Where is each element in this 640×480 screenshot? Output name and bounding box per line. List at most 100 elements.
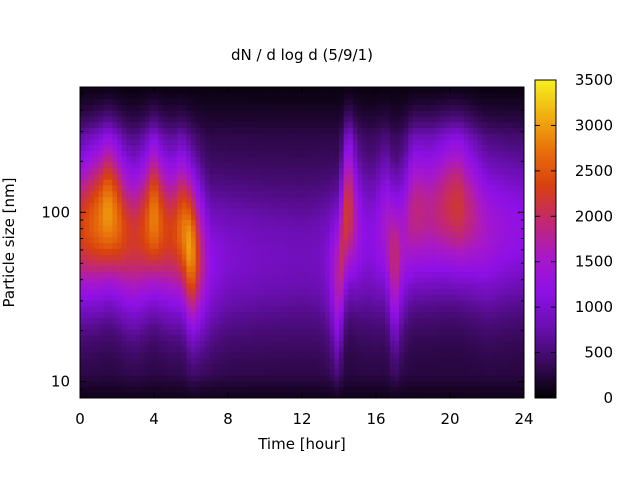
heatmap-cell xyxy=(436,184,442,192)
heatmap-cell xyxy=(348,254,354,261)
heatmap-cell xyxy=(241,133,248,140)
heatmap-cell xyxy=(403,87,409,94)
heatmap-cell xyxy=(218,202,224,209)
heatmap-cell xyxy=(283,369,289,376)
heatmap-cell xyxy=(195,317,201,324)
heatmap-cell xyxy=(200,161,206,169)
heatmap-cell xyxy=(255,207,261,215)
heatmap-cell xyxy=(440,346,446,353)
heatmap-cell xyxy=(163,254,169,261)
heatmap-cell xyxy=(473,190,479,198)
heatmap-cell xyxy=(274,190,280,198)
heatmap-cell xyxy=(121,323,127,330)
heatmap-cell xyxy=(126,323,132,330)
heatmap-cell xyxy=(450,87,456,94)
heatmap-cell xyxy=(288,110,294,117)
heatmap-cell xyxy=(103,334,109,342)
heatmap-cell xyxy=(251,196,257,203)
heatmap-cell xyxy=(167,357,174,365)
heatmap-cell xyxy=(278,242,285,249)
heatmap-cell xyxy=(357,219,363,226)
heatmap-cell xyxy=(306,115,312,123)
heatmap-cell xyxy=(426,357,433,365)
heatmap-cell xyxy=(292,254,298,261)
heatmap-cell xyxy=(413,98,419,105)
heatmap-cell xyxy=(232,104,238,111)
heatmap-cell xyxy=(121,294,127,301)
heatmap-cell xyxy=(440,173,446,180)
heatmap-cell xyxy=(468,311,474,318)
heatmap-cell xyxy=(241,115,248,123)
heatmap-cell xyxy=(302,121,308,128)
heatmap-cell xyxy=(376,92,382,100)
heatmap-cell xyxy=(426,196,433,203)
heatmap-cell xyxy=(107,346,113,353)
heatmap-cell xyxy=(394,386,400,393)
heatmap-cell xyxy=(228,248,234,255)
heatmap-cell xyxy=(459,115,465,123)
heatmap-cell xyxy=(117,374,123,382)
heatmap-cell xyxy=(144,167,150,174)
heatmap-cell xyxy=(135,386,141,393)
heatmap-cell xyxy=(251,144,257,151)
heatmap-cell xyxy=(302,92,308,100)
heatmap-cell xyxy=(269,328,275,336)
heatmap-cell xyxy=(311,127,317,134)
heatmap-cell xyxy=(426,300,433,307)
heatmap-cell xyxy=(80,133,86,140)
heatmap-cell xyxy=(98,207,104,215)
heatmap-cell xyxy=(241,334,248,342)
heatmap-cell xyxy=(140,190,146,198)
heatmap-cell xyxy=(278,138,285,146)
heatmap-cell xyxy=(376,173,382,180)
heatmap-cell xyxy=(204,115,211,123)
heatmap-cell xyxy=(135,161,141,169)
heatmap-cell xyxy=(98,196,104,203)
heatmap-cell xyxy=(255,351,261,359)
heatmap-cell xyxy=(186,300,192,307)
heatmap-cell xyxy=(491,98,497,105)
heatmap-cell xyxy=(487,294,493,301)
heatmap-cell xyxy=(135,374,141,382)
heatmap-cell xyxy=(89,121,95,128)
heatmap-cell xyxy=(237,357,243,365)
heatmap-cell xyxy=(251,225,257,232)
heatmap-cell xyxy=(223,288,229,295)
heatmap-cell xyxy=(459,127,465,134)
heatmap-cell xyxy=(204,392,211,398)
heatmap-cell xyxy=(154,380,160,388)
heatmap-cell xyxy=(107,190,113,198)
heatmap-cell xyxy=(380,156,386,163)
heatmap-cell xyxy=(325,121,331,128)
heatmap-cell xyxy=(172,363,178,370)
heatmap-cell xyxy=(440,277,446,284)
heatmap-cell xyxy=(491,161,497,169)
heatmap-cell xyxy=(297,346,303,353)
heatmap-cell xyxy=(487,392,493,398)
heatmap-cell xyxy=(167,236,174,244)
heatmap-cell xyxy=(107,115,113,123)
heatmap-cell xyxy=(315,328,322,336)
heatmap-cell xyxy=(121,311,127,318)
heatmap-cell xyxy=(320,196,326,203)
heatmap-cell xyxy=(103,110,109,117)
heatmap-cell xyxy=(214,207,220,215)
heatmap-cell xyxy=(135,219,141,226)
heatmap-cell xyxy=(121,87,127,94)
heatmap-cell xyxy=(195,190,201,198)
heatmap-cell xyxy=(260,133,266,140)
heatmap-cell xyxy=(89,288,95,295)
heatmap-cell xyxy=(98,179,104,186)
heatmap-cell xyxy=(107,294,113,301)
heatmap-cell xyxy=(154,87,160,94)
heatmap-cell xyxy=(107,92,113,100)
heatmap-cell xyxy=(436,230,442,238)
heatmap-cell xyxy=(228,282,234,290)
heatmap-cell xyxy=(209,328,215,336)
heatmap-cell xyxy=(228,87,234,94)
heatmap-cell xyxy=(288,334,294,342)
heatmap-cell xyxy=(251,328,257,336)
heatmap-cell xyxy=(154,225,160,232)
heatmap-cell xyxy=(376,202,382,209)
heatmap-cell xyxy=(505,236,511,244)
